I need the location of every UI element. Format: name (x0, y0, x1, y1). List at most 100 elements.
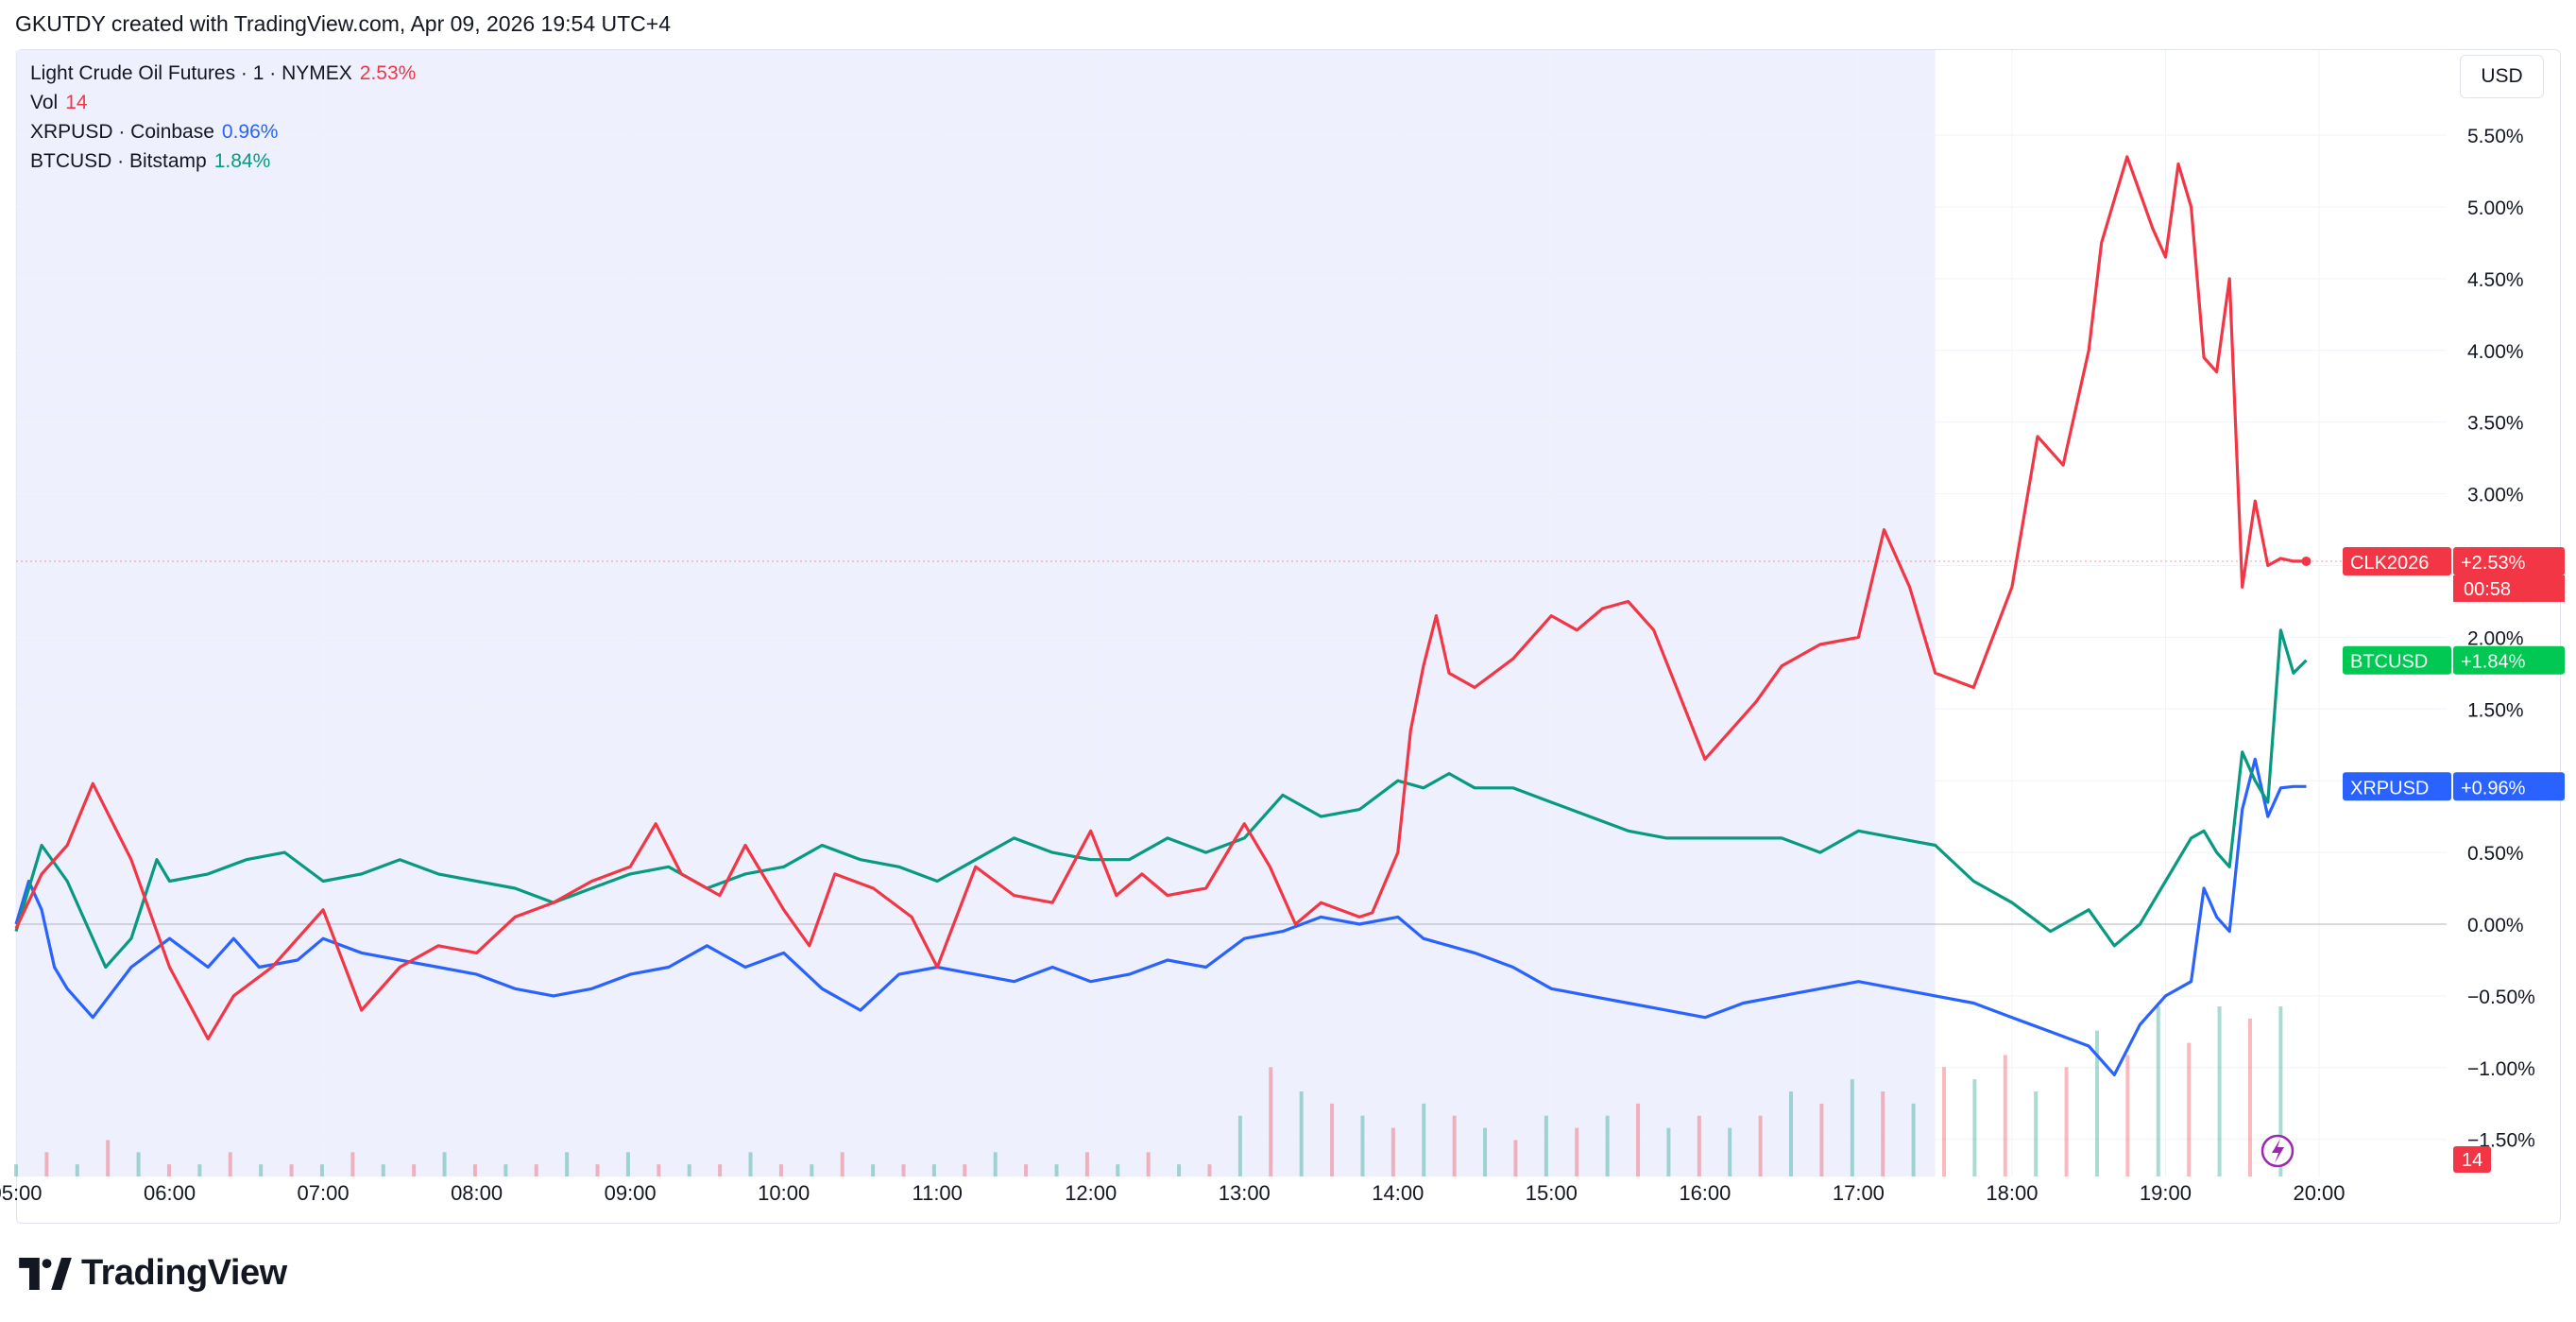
volume-bar (1819, 1103, 1824, 1176)
volume-bar (2094, 1030, 2099, 1176)
y-tick-label: 5.50% (2467, 126, 2524, 147)
volume-bar (1636, 1103, 1641, 1176)
volume-bar (1728, 1127, 1732, 1176)
x-tick-label: 07:00 (298, 1181, 350, 1205)
volume-bar (1544, 1115, 1548, 1176)
legend-row-crude[interactable]: Light Crude Oil Futures · 1 · NYMEX 2.53% (30, 59, 416, 88)
legend-row-xrp[interactable]: XRPUSD · Coinbase 0.96% (30, 117, 416, 146)
series-line-btcusd[interactable] (14, 628, 2308, 970)
legend: Light Crude Oil Futures · 1 · NYMEX 2.53%… (30, 59, 416, 176)
legend-value: 1.84% (213, 150, 271, 172)
x-tick-label: 06:00 (144, 1181, 196, 1205)
series-name-tag (2343, 772, 2451, 801)
volume-bar (166, 1164, 171, 1176)
y-tick-label: 3.50% (2467, 413, 2524, 435)
volume-bar (625, 1152, 630, 1176)
countdown-label: 00:58 (2464, 579, 2511, 600)
series-value-tag (2453, 772, 2565, 801)
legend-name: XRPUSD · Coinbase (30, 121, 214, 143)
x-tick-label: 16:00 (1679, 1181, 1731, 1205)
volume-bar (1850, 1079, 1854, 1176)
series-value-tag-label: +2.53% (2461, 553, 2526, 574)
y-tick-label: 2.00% (2467, 627, 2524, 649)
tradingview-logo-icon (19, 1257, 72, 1290)
volume-bar (1360, 1115, 1365, 1176)
volume-bar (381, 1164, 385, 1176)
legend-value: 14 (65, 92, 88, 113)
legend-value: 0.96% (221, 121, 279, 143)
volume-bar (1054, 1164, 1059, 1176)
volume-bar (1422, 1103, 1426, 1176)
y-tick-label: 0.00% (2467, 915, 2524, 936)
series-value-tag (2453, 546, 2565, 575)
volume-bar (319, 1164, 324, 1176)
series-name-tag-label: BTCUSD (2350, 652, 2428, 673)
series-line-xrpusd[interactable] (14, 757, 2307, 1076)
volume-bar (1299, 1091, 1304, 1176)
volume-bar (1942, 1067, 1947, 1176)
volume-bar (687, 1164, 691, 1176)
series-name-tag (2343, 645, 2451, 675)
x-tick-label: 13:00 (1219, 1181, 1271, 1205)
x-tick-label: 11:00 (912, 1181, 962, 1205)
volume-bar (1605, 1115, 1610, 1176)
volume-bar (993, 1152, 998, 1176)
volume-bar (1483, 1127, 1488, 1176)
x-tick-label: 10:00 (758, 1181, 810, 1205)
volume-bar (810, 1164, 814, 1176)
volume-bar (1513, 1140, 1518, 1176)
session-shading (17, 50, 1936, 1176)
legend-row-btc[interactable]: BTCUSD · Bitstamp 1.84% (30, 146, 416, 176)
volume-bar (1084, 1152, 1089, 1176)
volume-bar (1881, 1091, 1885, 1176)
y-tick-label: 1.50% (2467, 699, 2524, 721)
volume-bar (2125, 1055, 2130, 1176)
y-tick-label: −1.00% (2467, 1058, 2535, 1080)
volume-bar (289, 1164, 294, 1176)
volume-bar (2187, 1042, 2192, 1176)
volume-bar (901, 1164, 906, 1176)
volume-bar (1911, 1103, 1916, 1176)
volume-bar (1024, 1164, 1029, 1176)
legend-name: BTCUSD · Bitstamp (30, 150, 207, 172)
x-tick-label: 19:00 (2140, 1181, 2192, 1205)
volume-bar (2003, 1055, 2007, 1176)
series-value-tag (2453, 645, 2565, 675)
series-name-tag (2343, 546, 2451, 575)
legend-value: 2.53% (359, 62, 417, 84)
volume-bar (718, 1164, 723, 1176)
volume-bar (197, 1164, 202, 1176)
legend-name: Vol (30, 92, 59, 113)
volume-bar (565, 1152, 570, 1176)
x-tick-label: 05:00 (0, 1181, 43, 1205)
volume-bar (2247, 1018, 2252, 1176)
legend-row-volume[interactable]: Vol 14 (30, 88, 416, 117)
volume-bar (136, 1152, 141, 1176)
series-line-clk2026[interactable] (14, 155, 2307, 1040)
volume-bar (963, 1164, 967, 1176)
volume-bar (1269, 1067, 1273, 1176)
volume-bar (2156, 1006, 2160, 1176)
volume-bar (534, 1164, 538, 1176)
volume-bar (931, 1164, 936, 1176)
brand-logo: TradingView (19, 1253, 287, 1294)
volume-bar (595, 1164, 600, 1176)
volume-bar (44, 1152, 49, 1176)
volume-bar (840, 1152, 844, 1176)
x-tick-label: 17:00 (1833, 1181, 1885, 1205)
volume-bar (259, 1164, 264, 1176)
x-tick-label: 15:00 (1526, 1181, 1578, 1205)
y-tick-label: 4.50% (2467, 269, 2524, 291)
volume-bar (1789, 1091, 1794, 1176)
currency-button[interactable]: USD (2460, 55, 2544, 98)
legend-name: Light Crude Oil Futures · 1 · NYMEX (30, 62, 352, 84)
volume-bar (75, 1164, 79, 1176)
x-tick-label: 20:00 (2293, 1181, 2345, 1205)
volume-bar (472, 1164, 477, 1176)
volume-bar (871, 1164, 876, 1176)
y-tick-label: −1.50% (2467, 1130, 2535, 1152)
volume-bar (748, 1152, 753, 1176)
volume-bar (14, 1164, 18, 1176)
brand-name: TradingView (81, 1253, 287, 1293)
